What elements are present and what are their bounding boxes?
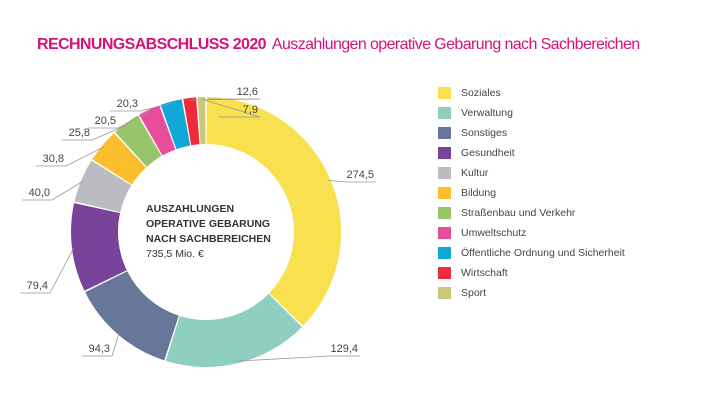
slice-3 <box>70 203 127 291</box>
legend-label: Öffentliche Ordnung und Sicherheit <box>461 247 625 259</box>
legend-label: Umweltschutz <box>461 227 527 239</box>
legend-label: Straßenbau und Verkehr <box>461 207 576 219</box>
data-label-0: 274,5 <box>346 169 374 181</box>
legend-swatch <box>438 147 451 159</box>
legend-label: Soziales <box>461 87 501 99</box>
legend-item: Sport <box>438 283 698 303</box>
legend-label: Kultur <box>461 167 489 179</box>
legend-swatch <box>438 247 451 259</box>
legend-swatch <box>438 187 451 199</box>
data-label-9: 12,6 <box>237 86 258 98</box>
data-label-1: 129,4 <box>330 343 358 355</box>
legend-item: Bildung <box>438 183 698 203</box>
legend-item: Gesundheit <box>438 143 698 163</box>
legend-item: Umweltschutz <box>438 223 698 243</box>
center-line-1: AUSZAHLUNGEN <box>146 203 235 215</box>
center-label: AUSZAHLUNGEN OPERATIVE GEBARUNG NACH SAC… <box>146 202 271 262</box>
slice-0 <box>206 97 341 326</box>
center-line-2: OPERATIVE GEBARUNG <box>146 218 271 230</box>
legend-item: Öffentliche Ordnung und Sicherheit <box>438 243 698 263</box>
title-bold: RECHNUNGSABSCHLUSS 2020 <box>37 36 267 53</box>
slice-10 <box>197 97 206 145</box>
center-total: 735,5 Mio. € <box>146 248 204 260</box>
legend-swatch <box>438 267 451 279</box>
data-label-10: 7,9 <box>243 104 258 116</box>
data-label-7: 20,5 <box>95 115 116 127</box>
center-line-3: NACH SACHBEREICHEN <box>146 233 271 245</box>
legend-item: Sonstiges <box>438 123 698 143</box>
legend-swatch <box>438 87 451 99</box>
legend-item: Verwaltung <box>438 103 698 123</box>
legend-label: Gesundheit <box>461 147 515 159</box>
leader-line-10 <box>201 98 261 118</box>
legend-label: Bildung <box>461 187 497 199</box>
slice-9 <box>183 97 200 146</box>
chart-title: RECHNUNGSABSCHLUSS 2020 Auszahlungen oper… <box>37 35 697 55</box>
data-label-6: 25,8 <box>69 127 90 139</box>
leader-line-8 <box>139 103 172 112</box>
legend-swatch <box>438 227 451 239</box>
legend-label: Verwaltung <box>461 107 513 119</box>
data-label-8: 20,3 <box>117 98 138 110</box>
leader-line-5 <box>65 146 105 167</box>
legend-swatch <box>438 127 451 139</box>
data-label-3: 79,4 <box>27 280 48 292</box>
leader-line-7 <box>117 111 151 129</box>
leader-line-6 <box>91 124 128 141</box>
slice-4 <box>74 160 132 213</box>
slice-1 <box>165 293 302 368</box>
legend-swatch <box>438 207 451 219</box>
legend-item: Wirtschaft <box>438 263 698 283</box>
leader-line-0 <box>328 180 347 183</box>
legend-label: Sonstiges <box>461 127 508 139</box>
leader-line-3 <box>49 247 75 294</box>
legend-item: Straßenbau und Verkehr <box>438 203 698 223</box>
data-label-5: 30,8 <box>43 153 64 165</box>
slice-8 <box>160 99 191 150</box>
slice-7 <box>139 105 176 156</box>
legend-item: Kultur <box>438 163 698 183</box>
legend-swatch <box>438 287 451 299</box>
legend: Soziales Verwaltung Sonstiges Gesundheit Kul… <box>438 83 698 303</box>
legend-swatch <box>438 167 451 179</box>
legend-swatch <box>438 107 451 119</box>
slice-5 <box>92 133 147 185</box>
data-label-2: 94,3 <box>89 343 110 355</box>
legend-label: Wirtschaft <box>461 267 508 279</box>
title-subtitle: Auszahlungen operative Gebarung nach Sac… <box>271 36 640 53</box>
leader-line-4 <box>51 180 84 201</box>
leader-line-1 <box>238 355 331 362</box>
slice-6 <box>115 115 162 167</box>
legend-item: Soziales <box>438 83 698 103</box>
data-label-4: 40,0 <box>29 187 50 199</box>
slice-2 <box>85 271 179 361</box>
leader-line-2 <box>111 332 120 357</box>
legend-label: Sport <box>461 287 487 299</box>
